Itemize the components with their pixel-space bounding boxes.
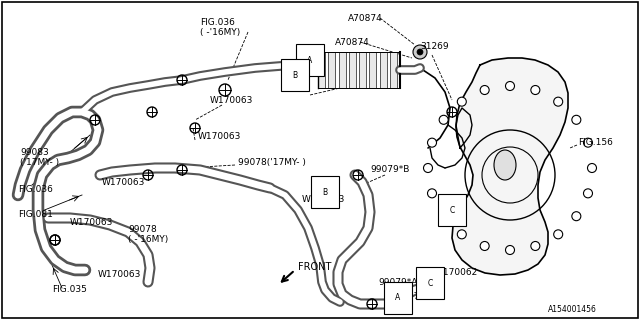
Circle shape [584,189,593,198]
Polygon shape [452,58,568,275]
Text: C: C [428,278,433,287]
Bar [339,52,346,88]
Bar [349,52,356,88]
Circle shape [458,230,467,239]
Circle shape [506,82,515,91]
Text: A: A [307,55,312,65]
Circle shape [458,97,467,106]
Text: 99083: 99083 [20,148,49,157]
Text: ('17MY- ): ('17MY- ) [20,158,59,167]
Text: FIG.081: FIG.081 [18,210,53,219]
Circle shape [572,212,581,221]
Text: 99078('17MY- ): 99078('17MY- ) [238,158,306,167]
Text: 99078: 99078 [128,225,157,234]
Text: ( -'16MY): ( -'16MY) [128,235,168,244]
Circle shape [572,115,581,124]
Text: C: C [449,205,454,214]
Circle shape [480,242,489,251]
Circle shape [584,138,593,147]
Text: A: A [396,293,401,302]
Text: 31237: 31237 [285,68,314,77]
Circle shape [413,45,427,59]
Circle shape [588,164,596,172]
Bar [390,52,397,88]
Text: FIG.156: FIG.156 [578,138,613,147]
Circle shape [428,138,436,147]
Text: 99079*B: 99079*B [370,165,410,174]
Bar [359,52,366,88]
Text: FRONT: FRONT [298,262,332,272]
Ellipse shape [494,150,516,180]
Text: FIG.035: FIG.035 [52,285,87,294]
Circle shape [554,230,563,239]
Text: FIG.036: FIG.036 [200,18,235,27]
Text: 99079*A: 99079*A [378,278,417,287]
Circle shape [506,245,515,254]
Text: W170063: W170063 [198,132,241,141]
Text: W170062: W170062 [435,268,478,277]
Text: B: B [292,70,298,79]
Circle shape [531,242,540,251]
Text: FIG.036: FIG.036 [18,185,53,194]
Text: W170063: W170063 [102,178,145,187]
Bar [318,52,325,88]
Circle shape [439,115,448,124]
Text: A70874: A70874 [348,14,383,23]
Text: W170062: W170062 [400,292,444,301]
Circle shape [439,212,448,221]
Text: W170063: W170063 [210,96,253,105]
Text: 31269: 31269 [420,42,449,51]
Text: W170063: W170063 [302,195,346,204]
Circle shape [424,164,433,172]
Text: W170063: W170063 [98,270,141,279]
Text: A154001456: A154001456 [548,305,597,314]
Circle shape [417,49,423,55]
Circle shape [480,85,489,94]
Bar [369,52,376,88]
Text: B: B [323,188,328,196]
Circle shape [531,85,540,94]
Bar [328,52,335,88]
Text: W170063: W170063 [70,218,113,227]
Circle shape [428,189,436,198]
Text: ( -'16MY): ( -'16MY) [200,28,240,37]
Text: A70874: A70874 [335,38,370,47]
Circle shape [554,97,563,106]
Bar [380,52,387,88]
